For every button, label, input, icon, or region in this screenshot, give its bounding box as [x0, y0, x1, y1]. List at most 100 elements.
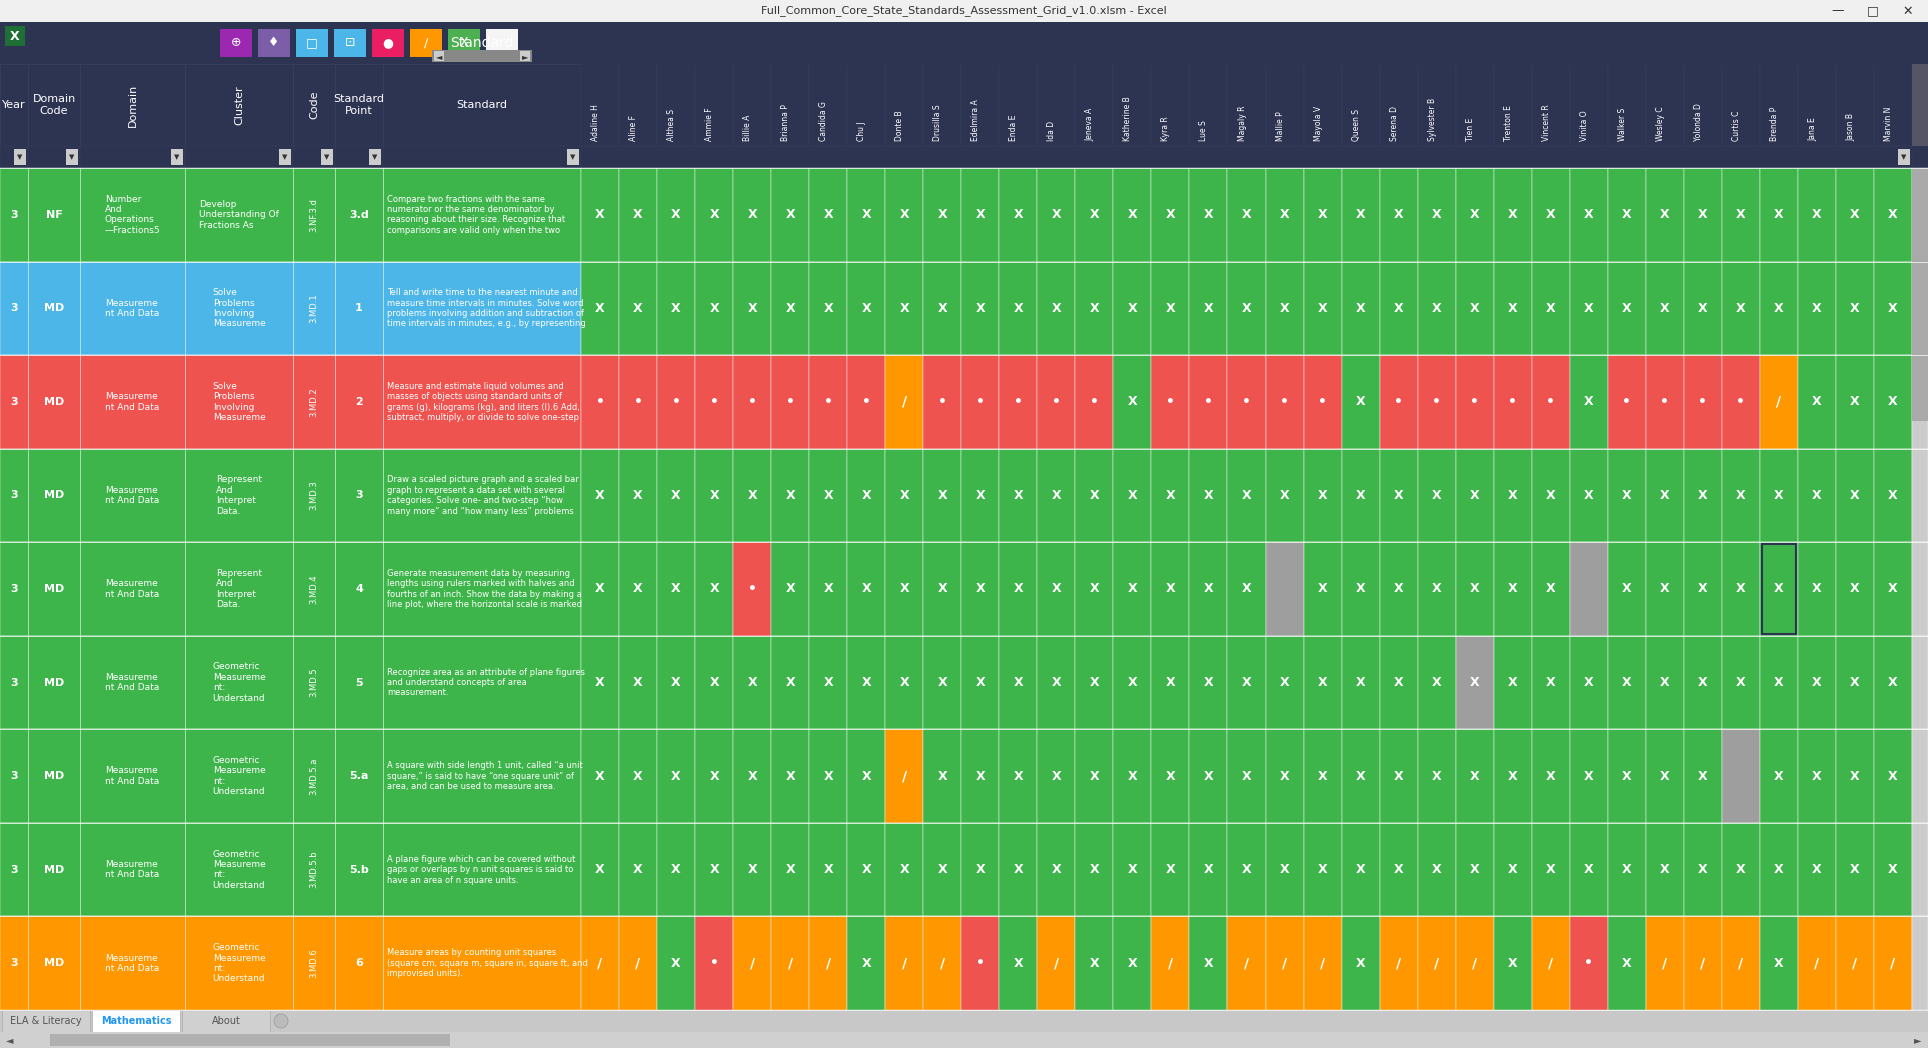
- Bar: [1190, 542, 1228, 636]
- Bar: [66, 149, 77, 165]
- Bar: [1417, 542, 1456, 636]
- Bar: [924, 168, 962, 262]
- Bar: [1722, 916, 1760, 1010]
- Text: Jana E: Jana E: [1808, 117, 1816, 141]
- Text: •: •: [634, 395, 642, 409]
- Text: X: X: [976, 676, 985, 689]
- Text: /: /: [902, 769, 906, 783]
- Text: X: X: [1433, 489, 1442, 502]
- Text: ►: ►: [522, 52, 528, 62]
- Text: X: X: [1546, 769, 1556, 783]
- Bar: [320, 149, 334, 165]
- Bar: [657, 729, 696, 823]
- Text: •: •: [937, 395, 947, 409]
- Bar: [1303, 262, 1342, 355]
- Bar: [1799, 542, 1835, 636]
- Bar: [1647, 449, 1683, 542]
- Bar: [1531, 168, 1569, 262]
- Text: /: /: [1548, 956, 1554, 970]
- Text: X: X: [1621, 864, 1631, 876]
- Bar: [1228, 64, 1265, 146]
- Bar: [220, 29, 253, 57]
- Bar: [810, 916, 846, 1010]
- Text: Vincent R: Vincent R: [1542, 104, 1550, 141]
- Bar: [1913, 916, 1928, 1010]
- Text: X: X: [785, 676, 794, 689]
- Text: X: X: [1355, 209, 1365, 221]
- Text: X: X: [1469, 302, 1479, 314]
- Text: X: X: [1203, 583, 1213, 595]
- Text: X: X: [1888, 864, 1897, 876]
- Text: X: X: [671, 864, 681, 876]
- Text: Measureme
nt And Data: Measureme nt And Data: [106, 954, 160, 973]
- Text: X: X: [748, 769, 758, 783]
- Bar: [1683, 729, 1722, 823]
- Text: X: X: [1774, 583, 1783, 595]
- Bar: [580, 729, 619, 823]
- Text: ▼: ▼: [571, 154, 576, 160]
- Text: X: X: [1812, 209, 1822, 221]
- Bar: [999, 916, 1037, 1010]
- Bar: [1722, 823, 1760, 916]
- Text: ♦: ♦: [268, 37, 280, 49]
- Text: X: X: [1546, 209, 1556, 221]
- Bar: [1456, 168, 1494, 262]
- Text: X: X: [596, 209, 605, 221]
- Bar: [1569, 636, 1608, 729]
- Text: Drusilla S: Drusilla S: [933, 105, 943, 141]
- Text: 3.MD.3: 3.MD.3: [310, 481, 318, 510]
- Text: /: /: [1662, 956, 1668, 970]
- Bar: [771, 542, 810, 636]
- Text: ▼: ▼: [17, 154, 23, 160]
- Text: X: X: [1585, 489, 1594, 502]
- Text: 3.MD.1: 3.MD.1: [310, 293, 318, 323]
- Text: Magaly R: Magaly R: [1238, 106, 1247, 141]
- Bar: [771, 449, 810, 542]
- Text: X: X: [1317, 302, 1326, 314]
- Text: Ammie F: Ammie F: [706, 107, 713, 141]
- Text: /: /: [1055, 956, 1058, 970]
- Text: /: /: [902, 956, 906, 970]
- Text: X: X: [632, 583, 642, 595]
- Bar: [172, 149, 183, 165]
- Bar: [999, 355, 1037, 449]
- Text: X: X: [632, 864, 642, 876]
- Text: Measureme
nt And Data: Measureme nt And Data: [106, 860, 160, 879]
- Bar: [0, 168, 580, 262]
- Bar: [619, 916, 657, 1010]
- Bar: [1647, 542, 1683, 636]
- Text: X: X: [1774, 769, 1783, 783]
- Bar: [1456, 916, 1494, 1010]
- Bar: [1494, 729, 1531, 823]
- Text: X: X: [785, 302, 794, 314]
- Text: X: X: [1812, 676, 1822, 689]
- Bar: [1112, 64, 1151, 146]
- Text: X: X: [632, 302, 642, 314]
- Text: X: X: [1699, 489, 1708, 502]
- Bar: [1835, 916, 1874, 1010]
- Bar: [1494, 262, 1531, 355]
- Bar: [1342, 168, 1380, 262]
- Bar: [1151, 168, 1190, 262]
- Text: 1: 1: [355, 303, 362, 313]
- Text: X: X: [1546, 676, 1556, 689]
- Bar: [50, 1034, 449, 1046]
- Text: X: X: [937, 302, 947, 314]
- Text: /: /: [750, 956, 754, 970]
- Bar: [1037, 262, 1076, 355]
- Text: +: +: [276, 1016, 285, 1026]
- Text: X: X: [1469, 676, 1479, 689]
- Bar: [1265, 823, 1303, 916]
- Text: 3: 3: [10, 584, 17, 594]
- Text: X: X: [1394, 302, 1404, 314]
- Text: X: X: [1546, 302, 1556, 314]
- Bar: [1494, 355, 1531, 449]
- Bar: [1342, 262, 1380, 355]
- Bar: [580, 146, 1913, 168]
- Bar: [6, 26, 25, 46]
- Bar: [1913, 729, 1928, 823]
- Bar: [771, 823, 810, 916]
- Text: X: X: [1508, 583, 1517, 595]
- Text: X: X: [1242, 209, 1251, 221]
- Text: X: X: [1508, 957, 1517, 969]
